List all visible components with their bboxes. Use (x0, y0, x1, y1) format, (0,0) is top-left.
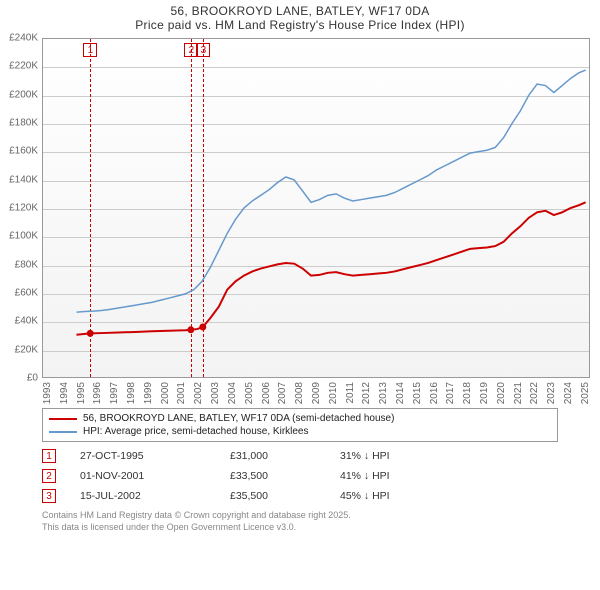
x-axis-label: 2000 (160, 382, 171, 404)
legend: 56, BROOKROYD LANE, BATLEY, WF17 0DA (se… (42, 408, 558, 442)
x-axis-label: 2006 (261, 382, 272, 404)
legend-swatch (49, 431, 77, 433)
x-axis-label: 2013 (378, 382, 389, 404)
event-price: £33,500 (230, 470, 340, 482)
y-axis-label: £60K (15, 288, 42, 299)
event-date: 15-JUL-2002 (80, 490, 230, 502)
x-axis-label: 2005 (244, 382, 255, 404)
x-axis-label: 2009 (311, 382, 322, 404)
event-pct: 31% ↓ HPI (340, 450, 558, 462)
x-axis-label: 1999 (143, 382, 154, 404)
series-line-price_paid (76, 202, 585, 334)
x-axis-label: 1994 (59, 382, 70, 404)
x-axis-label: 2004 (227, 382, 238, 404)
line-chart-svg (43, 39, 589, 377)
x-axis-label: 2015 (412, 382, 423, 404)
y-axis-label: £160K (9, 146, 42, 157)
event-price: £35,500 (230, 490, 340, 502)
event-pct: 41% ↓ HPI (340, 470, 558, 482)
legend-label: 56, BROOKROYD LANE, BATLEY, WF17 0DA (se… (83, 413, 394, 424)
y-axis-label: £20K (15, 344, 42, 355)
legend-swatch (49, 418, 77, 420)
event-date: 27-OCT-1995 (80, 450, 230, 462)
data-point-marker (187, 326, 194, 333)
event-row: 2 01-NOV-2001£33,50041% ↓ HPI (42, 466, 558, 486)
x-axis-label: 1995 (76, 382, 87, 404)
x-axis-label: 2011 (345, 382, 356, 404)
y-axis-label: £80K (15, 259, 42, 270)
x-axis-label: 2001 (176, 382, 187, 404)
chart-title-block: 56, BROOKROYD LANE, BATLEY, WF17 0DA Pri… (0, 0, 600, 34)
y-axis-label: £120K (9, 203, 42, 214)
x-axis-label: 2002 (193, 382, 204, 404)
x-axis-label: 2024 (563, 382, 574, 404)
x-axis-label: 2008 (294, 382, 305, 404)
y-axis-label: £40K (15, 316, 42, 327)
x-axis-label: 1996 (92, 382, 103, 404)
footer-line-1: Contains HM Land Registry data © Crown c… (42, 510, 558, 522)
plot-area: 123 (42, 38, 590, 378)
x-axis-label: 2017 (445, 382, 456, 404)
x-axis-label: 2014 (395, 382, 406, 404)
y-axis-label: £180K (9, 118, 42, 129)
title-line-1: 56, BROOKROYD LANE, BATLEY, WF17 0DA (0, 4, 600, 18)
x-axis-label: 2025 (580, 382, 591, 404)
series-line-hpi (76, 70, 585, 312)
event-price: £31,000 (230, 450, 340, 462)
title-line-2: Price paid vs. HM Land Registry's House … (0, 18, 600, 32)
event-number: 1 (42, 449, 56, 463)
legend-item: 56, BROOKROYD LANE, BATLEY, WF17 0DA (se… (49, 412, 551, 425)
data-point-marker (199, 324, 206, 331)
event-date: 01-NOV-2001 (80, 470, 230, 482)
y-axis-label: £140K (9, 174, 42, 185)
legend-item: HPI: Average price, semi-detached house,… (49, 425, 551, 438)
x-axis-label: 1993 (42, 382, 53, 404)
y-axis-label: £0 (27, 373, 42, 384)
footer-line-2: This data is licensed under the Open Gov… (42, 522, 558, 534)
x-axis-label: 1998 (126, 382, 137, 404)
x-axis-label: 2003 (210, 382, 221, 404)
x-axis-label: 2022 (529, 382, 540, 404)
x-axis-label: 2007 (277, 382, 288, 404)
event-number: 3 (42, 489, 56, 503)
y-axis-label: £200K (9, 89, 42, 100)
x-axis-label: 2019 (479, 382, 490, 404)
chart-area: 123 £0£20K£40K£60K£80K£100K£120K£140K£16… (42, 38, 590, 406)
x-axis-label: 2016 (429, 382, 440, 404)
x-axis-label: 2018 (462, 382, 473, 404)
x-axis-label: 1997 (109, 382, 120, 404)
events-table: 1 27-OCT-1995£31,00031% ↓ HPI 2 01-NOV-2001… (42, 446, 558, 506)
x-axis-label: 2023 (546, 382, 557, 404)
x-axis-label: 2012 (361, 382, 372, 404)
legend-label: HPI: Average price, semi-detached house,… (83, 426, 309, 437)
x-axis-label: 2010 (328, 382, 339, 404)
event-number: 2 (42, 469, 56, 483)
y-axis-label: £100K (9, 231, 42, 242)
x-axis-label: 2020 (496, 382, 507, 404)
event-row: 3 15-JUL-2002£35,50045% ↓ HPI (42, 486, 558, 506)
event-row: 1 27-OCT-1995£31,00031% ↓ HPI (42, 446, 558, 466)
x-axis-label: 2021 (513, 382, 524, 404)
y-axis-label: £220K (9, 61, 42, 72)
event-pct: 45% ↓ HPI (340, 490, 558, 502)
footer: Contains HM Land Registry data © Crown c… (42, 510, 558, 533)
y-axis-label: £240K (9, 33, 42, 44)
data-point-marker (87, 330, 94, 337)
